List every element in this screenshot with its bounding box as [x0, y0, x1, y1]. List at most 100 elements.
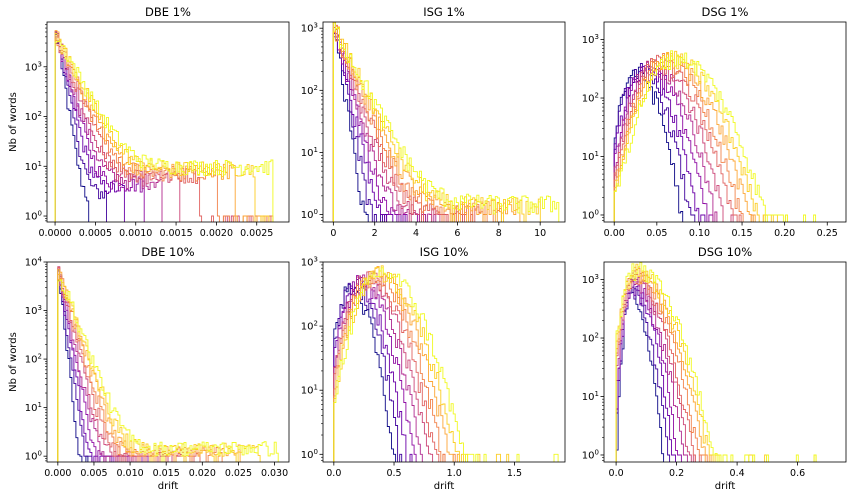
x-tick-label: 0.20: [774, 228, 795, 239]
histogram-series-3: [57, 280, 127, 462]
histogram-series-10: [333, 265, 510, 462]
y-tick-label: 101: [301, 146, 318, 159]
y-tick-label: 103: [301, 22, 318, 35]
y-axis-label: Nb of words: [8, 332, 19, 392]
x-tick-label: 0.2: [669, 468, 684, 479]
y-tick-label: 102: [582, 92, 599, 105]
subplot-title: DSG 1%: [702, 5, 749, 19]
y-axis-label: Nb of words: [8, 92, 19, 152]
x-tick-label: 0.4: [730, 468, 745, 479]
x-tick-label: 1.5: [507, 468, 522, 479]
subplot-5: ISG 10% 0.0 0.5 1.0 1.5 100 101 102 103 drift: [301, 245, 566, 492]
histogram-series-5: [57, 268, 165, 462]
histogram-series-7: [615, 272, 702, 462]
histogram-series-6: [54, 31, 272, 222]
x-tick-label: 0.0005: [79, 228, 112, 239]
x-tick-label: 4: [413, 228, 419, 239]
x-axis-label: drift: [715, 481, 736, 492]
histogram-series-8: [613, 53, 754, 222]
x-tick-label: 1.0: [447, 468, 462, 479]
histogram-series-1: [332, 29, 369, 222]
x-tick-label: 0.005: [80, 468, 107, 479]
y-tick-label: 102: [582, 332, 599, 345]
y-tick-label: 102: [25, 110, 42, 123]
histogram-series-4: [613, 61, 714, 222]
histogram-series-6: [613, 59, 734, 222]
histogram-group: [613, 50, 817, 222]
histogram-series-9: [615, 266, 712, 462]
histogram-series-7: [54, 35, 268, 222]
axes-frame: [603, 261, 847, 463]
x-tick-label: 0.030: [261, 468, 288, 479]
histogram-series-3: [54, 31, 125, 222]
y-tick-label: 103: [301, 256, 318, 269]
x-tick-label: 0.025: [225, 468, 252, 479]
histogram-series-2: [613, 63, 696, 222]
x-tick-label: 0.020: [189, 468, 216, 479]
x-tick-label: 10: [534, 228, 546, 239]
histogram-group: [615, 262, 817, 462]
histogram-series-11: [54, 40, 274, 222]
histogram-group: [333, 265, 559, 462]
y-tick-label: 100: [582, 208, 599, 221]
histogram-series-8: [615, 267, 708, 462]
histogram-series-4: [57, 274, 149, 462]
y-tick-label: 100: [582, 448, 599, 461]
histogram-series-1: [333, 283, 397, 462]
histogram-series-5: [615, 277, 688, 462]
y-tick-label: 101: [301, 384, 318, 397]
axes-frame: [46, 261, 290, 463]
y-tick-label: 101: [25, 401, 42, 414]
subplot-title: DBE 10%: [141, 245, 194, 259]
histogram-series-2: [615, 286, 671, 462]
x-tick-label: 6: [454, 228, 460, 239]
y-tick-label: 101: [582, 150, 599, 163]
x-tick-label: 0.5: [386, 468, 401, 479]
histogram-series-11: [332, 22, 560, 222]
histogram-group: [332, 22, 560, 222]
histogram-series-4: [54, 32, 145, 222]
histogram-series-11: [57, 279, 279, 462]
y-tick-label: 100: [301, 448, 318, 461]
histogram-group: [57, 266, 279, 462]
x-tick-label: 0.0000: [38, 228, 71, 239]
y-tick-label: 103: [25, 60, 42, 73]
x-tick-label: 0.0025: [240, 228, 273, 239]
subplot-1: DBE 1% 0.0000 0.0005 0.0010 0.0015 0.0020 0.00…: [8, 5, 290, 239]
subplot-title: ISG 1%: [423, 5, 465, 19]
histogram-series-11: [613, 50, 817, 222]
histogram-group: [54, 30, 274, 222]
x-tick-label: 0.25: [817, 228, 838, 239]
x-tick-label: 0.15: [731, 228, 752, 239]
histogram-series-2: [332, 22, 388, 222]
histogram-series-4: [332, 33, 427, 222]
x-tick-label: 0.0015: [159, 228, 192, 239]
histogram-series-5: [333, 274, 423, 462]
x-axis-label: drift: [434, 481, 455, 492]
histogram-series-9: [333, 265, 460, 462]
histogram-series-11: [615, 262, 817, 462]
x-axis-label: drift: [158, 481, 179, 492]
y-tick-label: 104: [25, 256, 43, 269]
histogram-series-9: [613, 51, 766, 222]
x-tick-label: 0.10: [689, 228, 710, 239]
x-tick-label: 0.010: [116, 468, 143, 479]
axes-frame: [46, 21, 290, 223]
y-tick-label: 101: [25, 160, 42, 173]
x-tick-label: 0.0010: [119, 228, 152, 239]
histogram-series-7: [57, 267, 201, 462]
subplot-title: DBE 1%: [145, 5, 191, 19]
x-tick-label: 0.000: [44, 468, 71, 479]
y-tick-label: 102: [301, 320, 318, 333]
axes-frame: [603, 21, 847, 223]
y-tick-label: 100: [25, 210, 42, 223]
histogram-series-3: [332, 36, 406, 222]
y-tick-label: 102: [301, 84, 318, 97]
y-tick-label: 100: [25, 450, 42, 463]
y-tick-label: 103: [25, 304, 42, 317]
subplot-6: DSG 10% 0.0 0.2 0.4 0.6 100 101 102 103 drift: [582, 245, 847, 492]
x-tick-label: 0.0: [326, 468, 341, 479]
y-tick-label: 102: [25, 353, 42, 366]
histogram-series-1: [57, 280, 89, 462]
subplot-4: DBE 10% 0.000 0.005 0.010 0.015 0.020 0.025 0.0…: [8, 245, 290, 492]
